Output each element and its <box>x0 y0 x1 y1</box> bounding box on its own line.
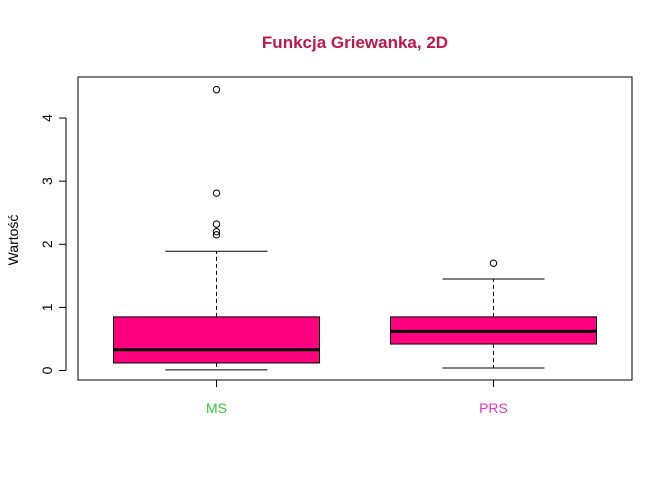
outlier-point <box>212 220 221 228</box>
y-tick-label: 2 <box>39 240 55 248</box>
box-prs <box>390 259 597 369</box>
boxes-group <box>113 85 597 371</box>
chart-title: Funkcja Griewanka, 2D <box>262 33 448 52</box>
box-ms <box>113 85 320 371</box>
outlier-point <box>489 259 498 267</box>
outlier-point <box>212 189 221 197</box>
y-tick-label: 3 <box>39 177 55 185</box>
outlier-point <box>212 231 221 239</box>
y-tick-label: 4 <box>39 114 55 122</box>
y-axis: 0 1 2 3 4 <box>39 114 67 374</box>
x-category-label: PRS <box>479 400 508 416</box>
y-tick-label: 0 <box>39 366 55 374</box>
y-tick-label: 1 <box>39 303 55 311</box>
y-axis-label: Wartość <box>5 215 21 266</box>
x-axis: MS PRS <box>206 379 508 416</box>
iqr-box <box>113 316 320 364</box>
outlier-point <box>212 227 221 236</box>
outlier-point <box>212 85 221 94</box>
x-category-label: MS <box>206 400 227 416</box>
